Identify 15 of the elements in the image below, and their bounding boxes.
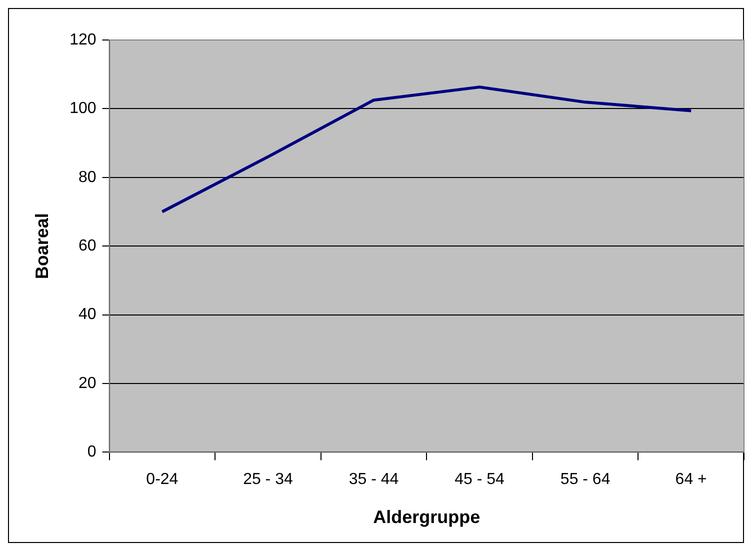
y-tick-label: 80 [78, 168, 96, 186]
x-tick-label: 64 + [675, 471, 707, 488]
y-tick-label: 120 [70, 31, 96, 48]
x-tick-label: 35 - 44 [348, 471, 399, 488]
x-tick-label: 0-24 [146, 471, 178, 488]
y-tick-label: 60 [78, 238, 96, 255]
y-tick-label: 40 [78, 306, 96, 324]
x-axis-title: Aldergruppe [373, 507, 480, 528]
y-tick-label: 20 [78, 374, 96, 392]
y-tick-label: 0 [87, 444, 96, 461]
x-tick-label: 25 - 34 [243, 471, 293, 488]
y-tick-label: 100 [70, 100, 96, 118]
y-axis-title: Boareal [32, 213, 52, 280]
x-tick-label: 45 - 54 [454, 471, 505, 488]
x-tick-label: 55 - 64 [560, 471, 610, 488]
